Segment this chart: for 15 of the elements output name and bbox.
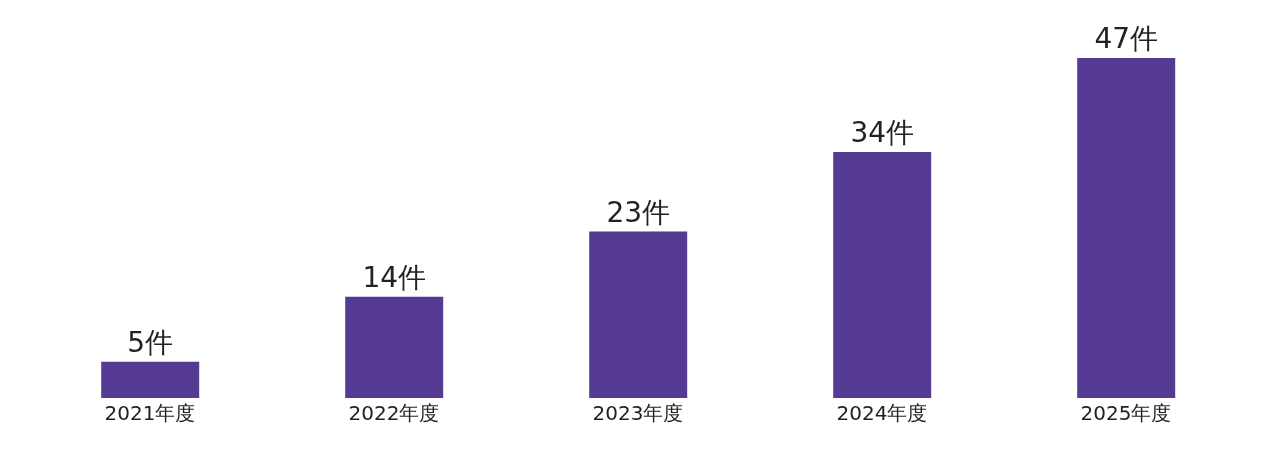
- data-label: 5件: [127, 325, 174, 359]
- bar: [589, 231, 688, 398]
- data-label: 47件: [1094, 22, 1159, 55]
- bar: [345, 296, 444, 398]
- x-tick-label: 2021年度: [104, 401, 196, 426]
- bar: [833, 152, 932, 398]
- x-tick-label: 2022年度: [348, 401, 440, 426]
- data-label: 34件: [850, 116, 915, 150]
- x-tick-label: 2023年度: [592, 401, 684, 426]
- x-tick-label: 2025年度: [1080, 401, 1172, 426]
- x-tick-label: 2024年度: [836, 401, 928, 426]
- data-label: 23件: [606, 195, 671, 229]
- bar: [1077, 58, 1176, 398]
- bar: [101, 361, 200, 398]
- data-label: 14件: [362, 260, 427, 294]
